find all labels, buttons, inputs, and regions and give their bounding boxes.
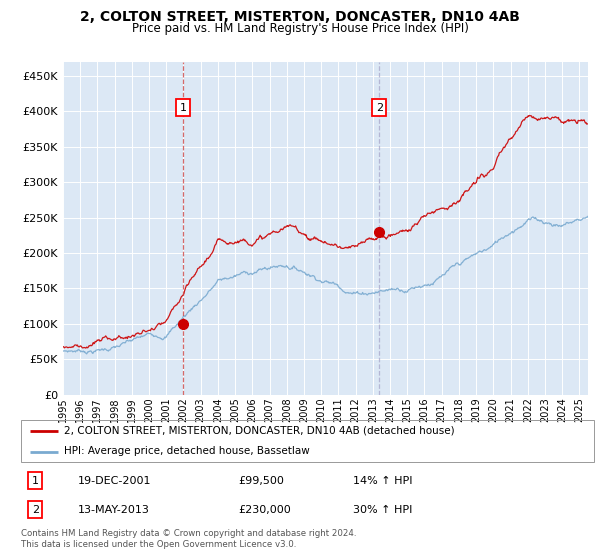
Text: 1: 1 [179,102,187,113]
Text: £230,000: £230,000 [239,505,292,515]
Text: 14% ↑ HPI: 14% ↑ HPI [353,475,413,486]
Text: 2, COLTON STREET, MISTERTON, DONCASTER, DN10 4AB (detached house): 2, COLTON STREET, MISTERTON, DONCASTER, … [64,426,455,436]
Text: Price paid vs. HM Land Registry's House Price Index (HPI): Price paid vs. HM Land Registry's House … [131,22,469,35]
Text: 19-DEC-2001: 19-DEC-2001 [79,475,152,486]
Text: 30% ↑ HPI: 30% ↑ HPI [353,505,413,515]
Text: 2, COLTON STREET, MISTERTON, DONCASTER, DN10 4AB: 2, COLTON STREET, MISTERTON, DONCASTER, … [80,10,520,24]
Text: 2: 2 [376,102,383,113]
Text: £99,500: £99,500 [239,475,284,486]
Text: 2: 2 [32,505,39,515]
Text: 13-MAY-2013: 13-MAY-2013 [79,505,150,515]
Text: Contains HM Land Registry data © Crown copyright and database right 2024.
This d: Contains HM Land Registry data © Crown c… [21,529,356,549]
Text: HPI: Average price, detached house, Bassetlaw: HPI: Average price, detached house, Bass… [64,446,310,456]
Text: 1: 1 [32,475,39,486]
